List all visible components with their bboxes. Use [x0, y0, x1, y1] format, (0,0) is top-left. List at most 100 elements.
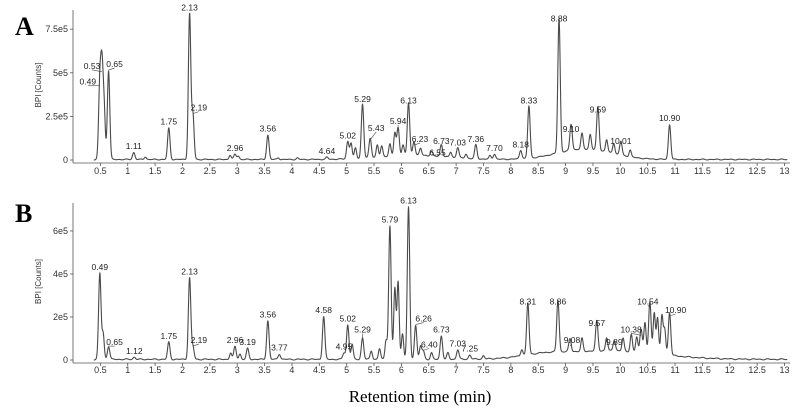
peak-label: 1.11 — [126, 141, 142, 151]
x-tick-label: 11 — [670, 365, 679, 375]
peak-label: 9.10 — [563, 124, 580, 134]
x-tick-label: 9 — [563, 166, 568, 176]
peak-label: 7.25 — [462, 344, 479, 354]
peak-label: 5.02 — [339, 314, 356, 324]
x-tick-label: 5 — [344, 365, 349, 375]
peak-label: 2.96 — [227, 335, 244, 345]
peak-label: 7.03 — [449, 138, 466, 148]
x-tick-label: 6 — [399, 365, 404, 375]
x-tick-label: 3 — [235, 365, 240, 375]
peak-label: 3.56 — [260, 309, 277, 319]
x-tick-label: 5.5 — [368, 365, 381, 375]
peak-label: 5.43 — [368, 123, 385, 133]
peak-label: 6.73 — [433, 324, 450, 334]
x-tick-label: 3 — [235, 166, 240, 176]
peak-label: 4.64 — [319, 146, 336, 156]
x-tick-label: 9 — [563, 365, 568, 375]
peak-label: 8.86 — [550, 296, 567, 306]
peak-label: 0.49 — [92, 262, 109, 272]
x-tick-label: 3.5 — [258, 166, 271, 176]
peak-label: 10.90 — [665, 305, 687, 315]
peak-label: 0.65 — [106, 59, 123, 69]
peak-label: 6.55 — [429, 148, 446, 158]
peak-label: 1.75 — [161, 117, 178, 127]
peak-label: 3.56 — [260, 124, 277, 134]
x-tick-label: 12 — [725, 166, 735, 176]
peak-label: 7.36 — [468, 134, 485, 144]
peak-label: 7.03 — [449, 338, 466, 348]
peak-label: 5.29 — [354, 94, 371, 104]
x-axis-title: Retention time (min) — [349, 387, 492, 406]
x-tick-label: 8.5 — [532, 365, 545, 375]
peak-label: 2.19 — [191, 335, 208, 345]
peak-label: 1.75 — [161, 331, 178, 341]
x-tick-label: 11 — [670, 166, 679, 176]
y-axis-title: BPI [Counts] — [34, 63, 43, 108]
x-tick-label: 6 — [399, 166, 404, 176]
x-tick-label: 7.5 — [477, 365, 490, 375]
peak-label: 6.23 — [412, 134, 429, 144]
x-tick-label: 13 — [780, 166, 790, 176]
peak-leader-line — [413, 142, 421, 146]
x-tick-label: 13 — [780, 365, 790, 375]
peak-label: 6.40 — [421, 339, 438, 349]
x-tick-label: 1 — [125, 166, 130, 176]
x-tick-label: 7 — [454, 166, 459, 176]
peak-label: 3.19 — [239, 337, 256, 347]
peak-label: 4.58 — [315, 305, 332, 315]
x-tick-label: 9.5 — [587, 365, 600, 375]
x-tick-label: 4.5 — [313, 166, 326, 176]
x-tick-label: 10 — [615, 365, 625, 375]
x-tick-label: 11.5 — [694, 365, 711, 375]
y-tick-label: 2e5 — [53, 312, 68, 322]
peak-label: 9.57 — [589, 318, 606, 328]
peak-label: 2.96 — [227, 143, 244, 153]
panel-letter-b: B — [15, 199, 32, 228]
peak-label: 5.29 — [354, 324, 371, 334]
peak-label: 10.01 — [610, 136, 632, 146]
peak-label: 0.49 — [80, 77, 97, 87]
x-tick-label: 0.5 — [94, 166, 107, 176]
chromatogram-trace — [93, 206, 788, 361]
y-tick-label: 0 — [63, 155, 68, 165]
peak-leader-line — [415, 322, 424, 325]
peak-label: 1.12 — [126, 346, 143, 356]
peak-label: 10.90 — [659, 113, 681, 123]
peak-leader-line — [108, 67, 115, 71]
peak-leader-line — [431, 154, 438, 157]
peak-label: 6.13 — [400, 195, 417, 205]
peak-label: 4.95 — [336, 342, 353, 352]
peak-label: 9.08 — [564, 335, 581, 345]
x-tick-label: 1 — [125, 365, 130, 375]
x-tick-label: 8 — [508, 166, 513, 176]
peak-label: 7.70 — [486, 143, 503, 153]
y-tick-label: 4e5 — [53, 269, 68, 279]
x-tick-label: 8 — [508, 365, 513, 375]
peak-label: 9.59 — [590, 104, 607, 114]
x-tick-label: 6.5 — [423, 365, 436, 375]
peak-label: 8.31 — [520, 296, 537, 306]
peak-label: 8.88 — [551, 14, 568, 24]
y-tick-label: 0 — [63, 355, 68, 365]
peak-label: 0.65 — [106, 337, 123, 347]
x-tick-label: 12.5 — [748, 166, 766, 176]
peak-leader-line — [647, 305, 651, 308]
peak-label: 2.19 — [191, 103, 208, 113]
peak-leader-line — [91, 69, 103, 73]
x-tick-label: 4 — [289, 365, 294, 375]
y-tick-label: 7.5e5 — [45, 24, 68, 34]
peak-label: 3.77 — [271, 343, 288, 353]
x-tick-label: 6.5 — [423, 166, 436, 176]
chromatogram-trace — [93, 12, 788, 161]
panel-letter-a: A — [15, 12, 34, 41]
x-tick-label: 12 — [725, 365, 735, 375]
x-tick-label: 11.5 — [694, 166, 711, 176]
x-tick-label: 5 — [344, 166, 349, 176]
y-tick-label: 2.5e5 — [45, 111, 68, 121]
x-tick-label: 10.5 — [639, 166, 657, 176]
x-tick-label: 10 — [615, 166, 625, 176]
x-tick-label: 10.5 — [639, 365, 657, 375]
